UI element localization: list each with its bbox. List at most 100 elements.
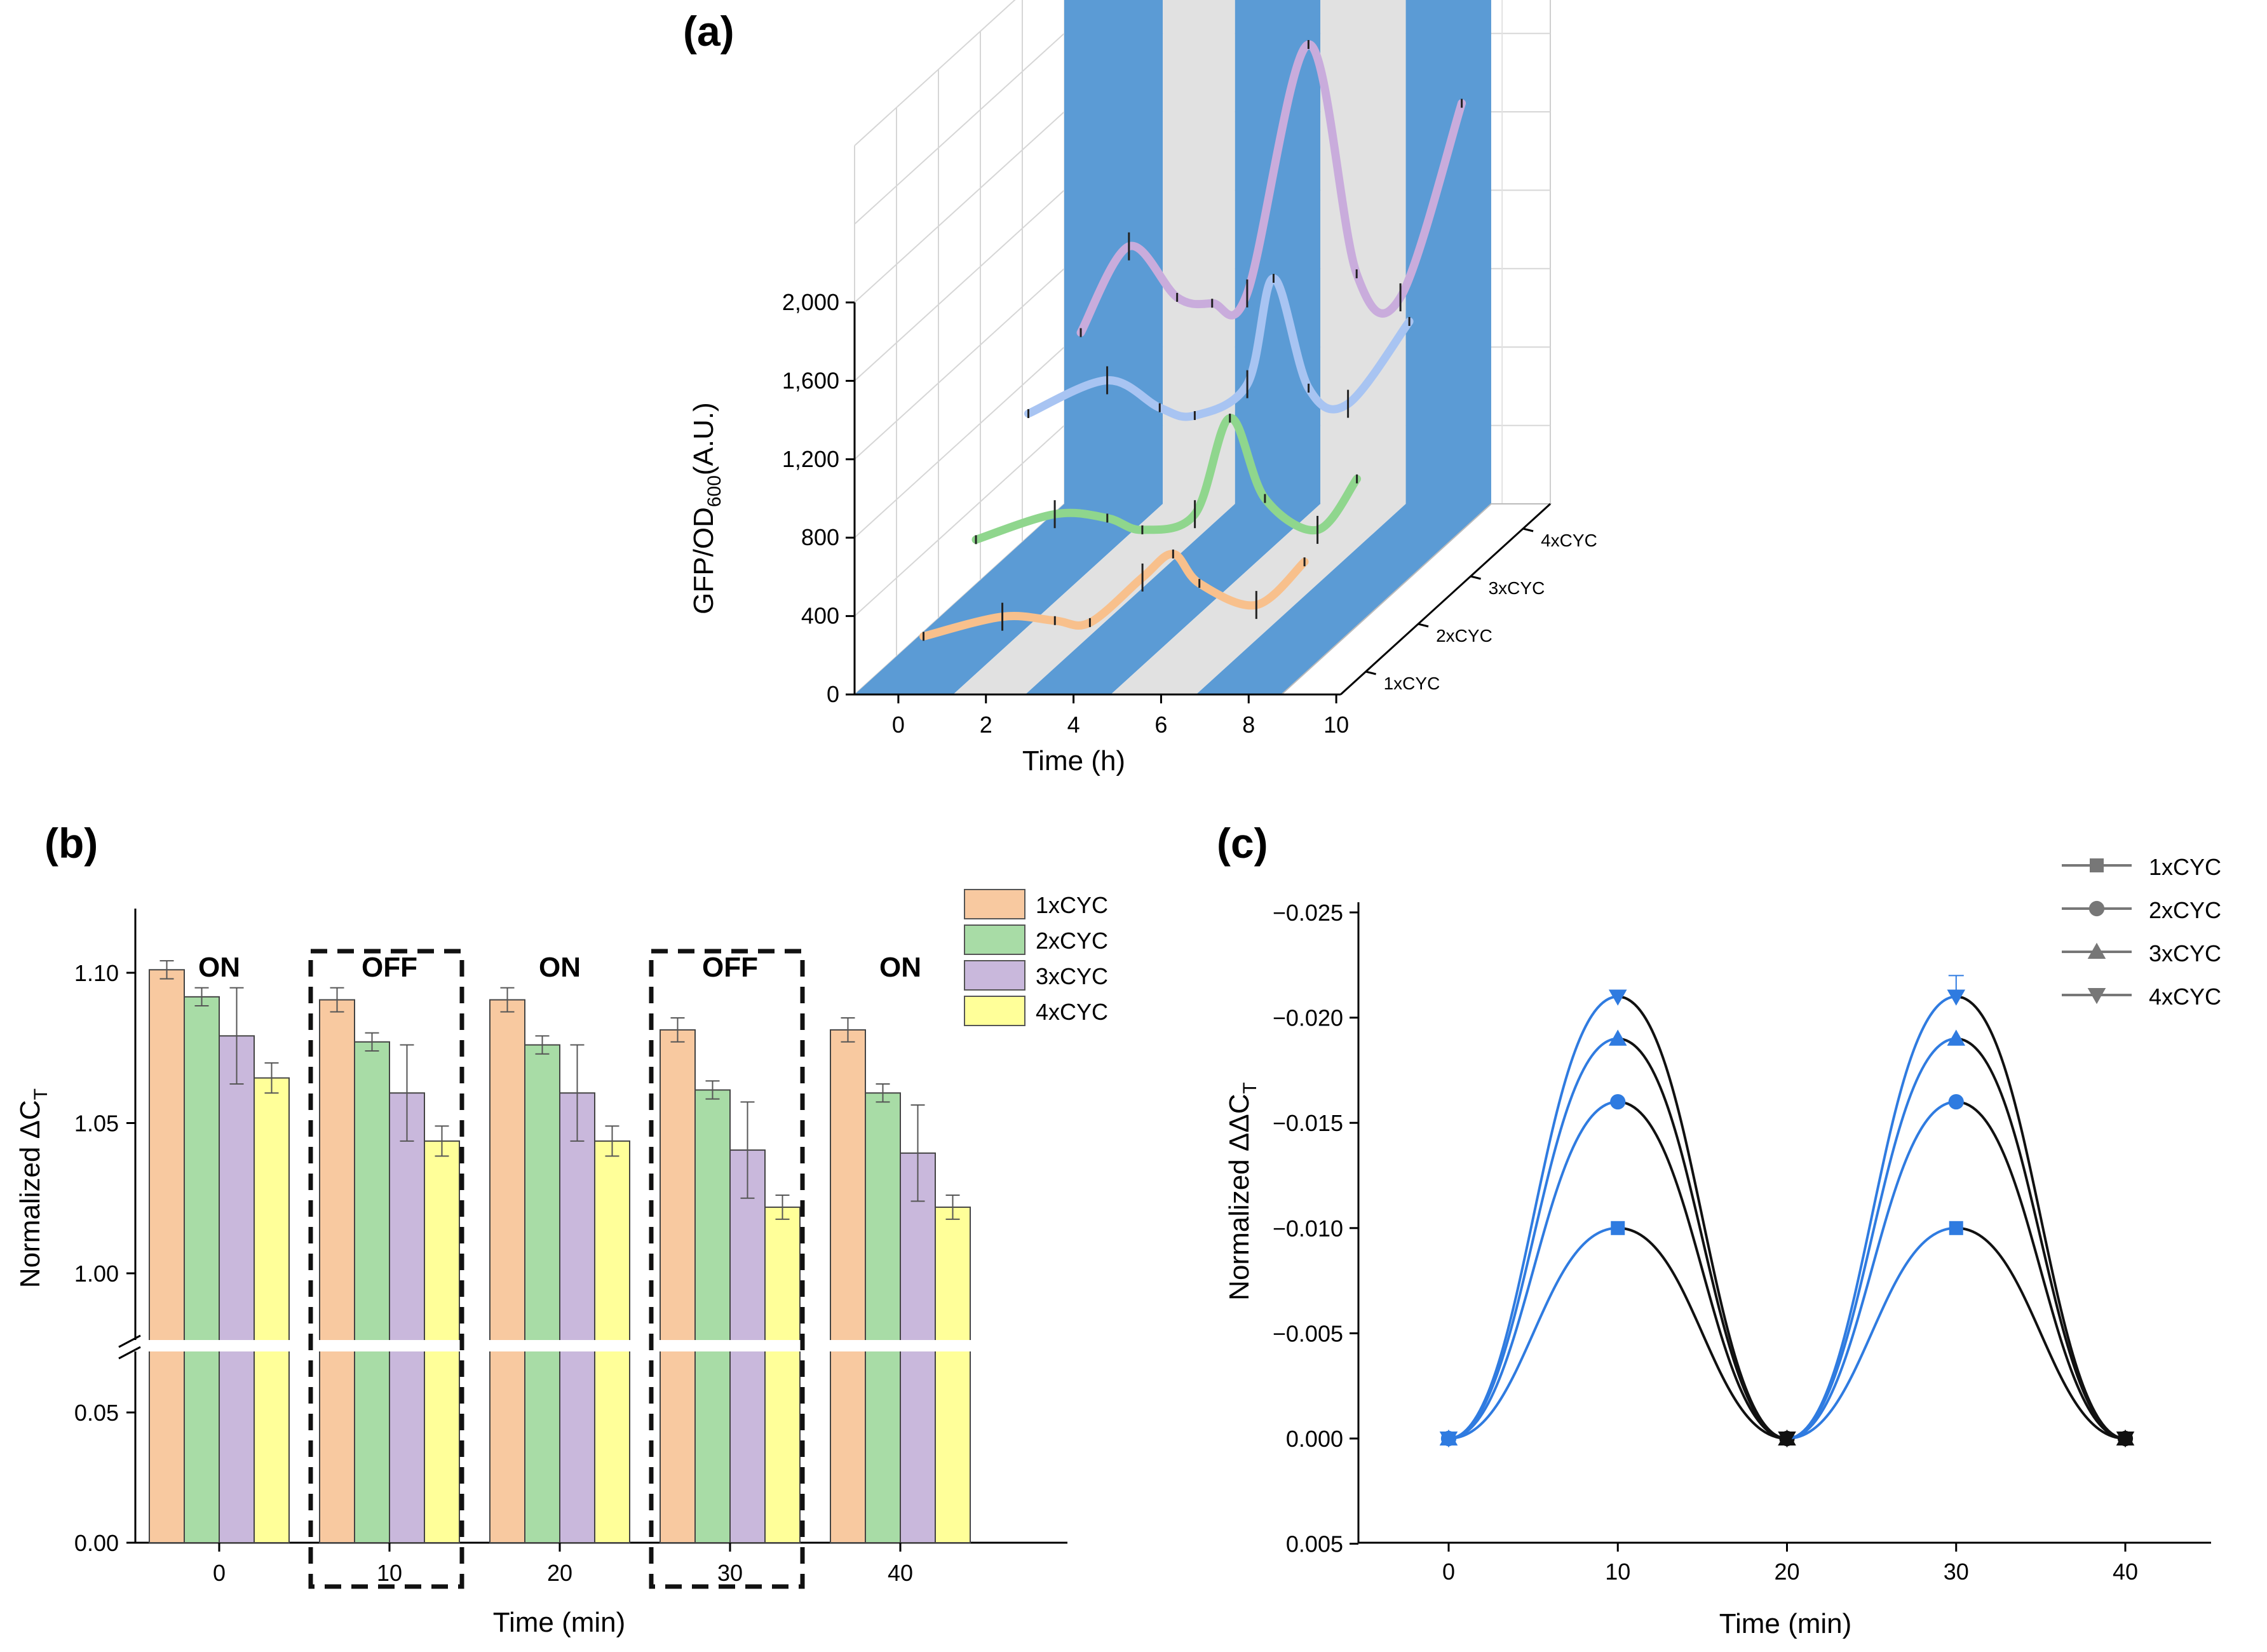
series-line-4xCYC — [1076, 40, 1466, 337]
panel-b-y-title: Normalized ΔCT — [15, 1088, 51, 1288]
legend-label: 4xCYC — [1036, 999, 1108, 1025]
marker-4xCYC — [1608, 989, 1627, 1006]
panel-b-x-title: Time (min) — [493, 1607, 626, 1638]
phase-wall-on — [1405, 0, 1491, 504]
panel-c-label: (c) — [1217, 820, 1268, 867]
y-tick-label: 1.05 — [74, 1111, 119, 1137]
series-line-2xCYC — [1618, 1100, 1787, 1440]
legend-label: 1xCYC — [2149, 854, 2221, 880]
marker-4xCYC — [2116, 1432, 2135, 1448]
condition-label-on: ON — [198, 952, 240, 983]
x-tick-label: 0 — [892, 712, 905, 738]
bar-2xCYC — [524, 1044, 560, 1543]
bar-4xCYC — [254, 1077, 290, 1544]
x-tick-label: 4 — [1067, 712, 1080, 738]
legend-swatch-1xCYC — [964, 889, 1025, 919]
y-tick-label: −0.010 — [1273, 1215, 1343, 1242]
marker-1xCYC — [1611, 1221, 1625, 1235]
y-tick-label: 400 — [801, 603, 839, 629]
phase-floor-off — [1111, 504, 1406, 694]
depth-tick-label: 3xCYC — [1489, 578, 1545, 598]
series-line-1xCYC — [1618, 1226, 1787, 1440]
bar-2xCYC — [184, 996, 220, 1543]
series-line-3xCYC — [1024, 274, 1414, 421]
series-line-4xCYC — [1956, 995, 2126, 1440]
gridline — [854, 189, 1065, 382]
phase-wall-on — [1235, 0, 1321, 504]
y-tick-label: 0 — [827, 681, 839, 707]
y-tick-label: 1.00 — [74, 1261, 119, 1287]
y-tick-label: 800 — [801, 524, 839, 550]
depth-tick-label: 2xCYC — [1436, 626, 1492, 646]
y-tick-label: −0.025 — [1273, 900, 1343, 926]
bar-4xCYC — [935, 1206, 971, 1543]
depth-tick — [1522, 527, 1534, 532]
legend-label: 2xCYC — [1036, 928, 1108, 954]
series-line-3xCYC — [1787, 1037, 1956, 1440]
y-tick-label: 1,200 — [782, 446, 839, 472]
x-tick-label: 20 — [1774, 1559, 1799, 1585]
y-tick-label: −0.015 — [1273, 1110, 1343, 1136]
bar-3xCYC — [559, 1092, 595, 1543]
y-tick-label: 2,000 — [782, 289, 839, 315]
panel-b: (b) 1.00 1.05 1.10 0.00 0.05 0 ON 10 OFF 20 ON 30 OF… — [15, 820, 1108, 1638]
gridline — [854, 32, 1065, 225]
off-box — [649, 949, 805, 1589]
panel-a-label: (a) — [683, 8, 734, 55]
phase-floor-on — [1196, 504, 1491, 694]
series-line-2xCYC — [971, 414, 1362, 544]
depth-tick — [1470, 575, 1481, 580]
legend-marker-4xCYC — [2087, 988, 2106, 1005]
phase-floor-off — [953, 504, 1235, 694]
condition-label-on: ON — [539, 952, 581, 983]
panel-b-plot: 1.00 1.05 1.10 0.00 0.05 0 ON 10 OFF 20 ON 30 OFF 40 O… — [74, 889, 1108, 1589]
y-tick-label: 0.005 — [1286, 1531, 1343, 1557]
series-line-2xCYC — [1448, 1100, 1618, 1440]
phase-wall-on — [1064, 0, 1163, 504]
gridline — [854, 346, 1065, 538]
marker-3xCYC — [1947, 1029, 1966, 1046]
series-lines — [919, 40, 1466, 641]
depth-axis-line — [1339, 503, 1552, 696]
legend-marker-1xCYC — [2090, 858, 2104, 872]
legend-swatch-2xCYC — [964, 924, 1025, 955]
y-tick-label: −0.020 — [1273, 1005, 1343, 1031]
series-line-3xCYC — [1448, 1037, 1618, 1440]
axis-break-mark — [118, 1346, 141, 1360]
panel-a-x-title: Time (h) — [1022, 745, 1125, 776]
marker-1xCYC — [1949, 1221, 1963, 1235]
y-tick-label: 0.05 — [74, 1400, 119, 1426]
x-tick-label: 6 — [1154, 712, 1167, 738]
x-tick-label: 2 — [980, 712, 992, 738]
panel-c-plot: 0.005 0.000 −0.005 −0.010 −0.015 −0.020 −0.025… — [1273, 854, 2221, 1585]
marker-2xCYC — [1610, 1093, 1626, 1110]
bar-2xCYC — [694, 1089, 731, 1543]
legend-label: 3xCYC — [2149, 940, 2221, 966]
depth-tick — [1365, 670, 1376, 675]
bar-1xCYC — [830, 1029, 866, 1543]
bar-1xCYC — [660, 1029, 696, 1543]
x-tick-label: 10 — [1323, 712, 1349, 738]
panel-a-axes: 0 2 4 6 8 10 0 400 800 1,200 1,600 2,000 1xCYC 2xCYC 3… — [782, 289, 1597, 738]
bar-1xCYC — [489, 999, 525, 1543]
bar-4xCYC — [764, 1206, 801, 1543]
bar-3xCYC — [219, 1035, 255, 1543]
y-tick-label: 0.00 — [74, 1530, 119, 1556]
bar-1xCYC — [149, 969, 185, 1543]
panel-a-y-title: GFP/OD600(A.U.) — [688, 402, 725, 614]
series-line-1xCYC — [1787, 1226, 1956, 1440]
panel-c: (c) 0.005 0.000 −0.005 −0.010 −0.015 −0.020 −0… — [1217, 820, 2221, 1639]
legend-label: 2xCYC — [2149, 897, 2221, 923]
x-tick-label: 0 — [1442, 1559, 1455, 1585]
phase-wall-off — [1320, 0, 1406, 504]
y-tick-label: −0.005 — [1273, 1320, 1343, 1346]
axis-break — [133, 1340, 1070, 1351]
panel-a: (a) ONOFFONOFFON 0 2 4 6 8 10 0 400 800 1,200 1,60… — [683, 0, 1597, 776]
series-line-2xCYC — [1787, 1100, 1956, 1440]
legend-marker-2xCYC — [2088, 900, 2105, 917]
gridline — [854, 0, 1016, 146]
bar-2xCYC — [354, 1041, 390, 1544]
x-tick-label: 8 — [1242, 712, 1255, 738]
legend-swatch-4xCYC — [964, 996, 1025, 1026]
